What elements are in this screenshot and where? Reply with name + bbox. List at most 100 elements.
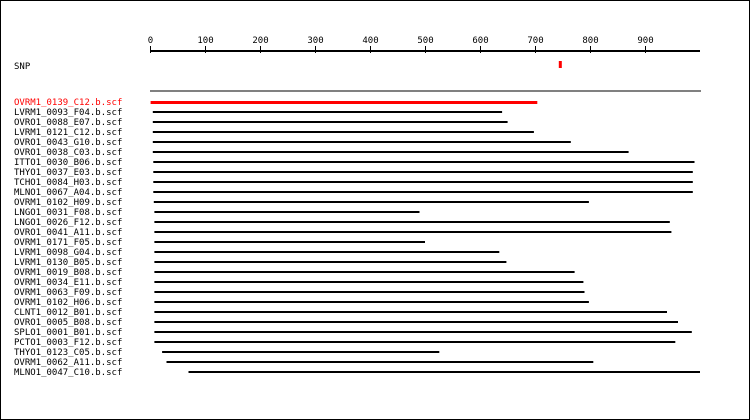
read-name[interactable]: TCHO1_0084_H03.b.scf bbox=[14, 178, 122, 188]
read-row[interactable]: CLNT1_0012_B01.b.scf bbox=[14, 308, 667, 318]
read-row[interactable]: OVRM1_0102_H09.b.scf bbox=[14, 198, 589, 208]
ruler-tick-label: 200 bbox=[252, 36, 268, 46]
ruler-tick-label: 100 bbox=[197, 36, 213, 46]
read-name[interactable]: LVRM1_0093_F04.b.scf bbox=[14, 108, 122, 118]
read-bar[interactable] bbox=[166, 361, 594, 363]
read-name[interactable]: OVRM1_0139_C12.b.scf bbox=[14, 98, 122, 108]
read-name[interactable]: LNGO1_0026_F12.b.scf bbox=[14, 218, 122, 228]
read-name[interactable]: OVRM1_0171_F05.b.scf bbox=[14, 238, 122, 248]
read-name[interactable]: CLNT1_0012_B01.b.scf bbox=[14, 308, 122, 318]
read-bar[interactable] bbox=[153, 191, 693, 193]
read-row[interactable]: OVRM1_0139_C12.b.scf bbox=[14, 98, 538, 108]
read-bar[interactable] bbox=[154, 261, 507, 263]
read-name[interactable]: OVRM1_0102_H09.b.scf bbox=[14, 198, 122, 208]
read-row[interactable]: OVRO1_0088_E07.b.scf bbox=[14, 118, 508, 128]
read-name[interactable]: OVRM1_0019_B08.b.scf bbox=[14, 268, 122, 278]
read-bar-highlighted[interactable] bbox=[150, 101, 538, 104]
read-name[interactable]: LVRM1_0130_B05.b.scf bbox=[14, 258, 122, 268]
read-bar[interactable] bbox=[154, 341, 676, 343]
read-name[interactable]: THYO1_0037_E03.b.scf bbox=[14, 168, 122, 178]
read-row[interactable]: OVRO1_0043_G10.b.scf bbox=[14, 138, 571, 148]
read-name[interactable]: LNGO1_0031_F08.b.scf bbox=[14, 208, 122, 218]
read-name[interactable]: OVRO1_0005_B08.b.scf bbox=[14, 318, 122, 328]
read-name[interactable]: LVRM1_0121_C12.b.scf bbox=[14, 128, 122, 138]
read-row[interactable]: SPLO1_0001_B01.b.scf bbox=[14, 328, 692, 338]
read-bar[interactable] bbox=[152, 111, 503, 113]
read-row[interactable]: TCHO1_0084_H03.b.scf bbox=[14, 178, 693, 188]
read-row[interactable]: OVRO1_0041_A11.b.scf bbox=[14, 228, 672, 238]
read-bar[interactable] bbox=[154, 251, 500, 253]
read-row[interactable]: OVRM1_0019_B08.b.scf bbox=[14, 268, 575, 278]
read-bar[interactable] bbox=[152, 141, 571, 143]
read-bar[interactable] bbox=[154, 281, 584, 283]
read-bar[interactable] bbox=[154, 211, 420, 213]
read-row[interactable]: OVRM1_0062_A11.b.scf bbox=[14, 358, 594, 368]
read-row[interactable]: MLNO1_0067_A04.b.scf bbox=[14, 188, 693, 198]
ruler-tick-label: 300 bbox=[307, 36, 323, 46]
read-name[interactable]: OVRM1_0034_E11.b.scf bbox=[14, 278, 122, 288]
read-row[interactable]: LNGO1_0031_F08.b.scf bbox=[14, 208, 420, 218]
ruler-tick-label: 800 bbox=[582, 36, 598, 46]
read-bar[interactable] bbox=[154, 241, 425, 243]
read-row[interactable]: OVRM1_0034_E11.b.scf bbox=[14, 278, 584, 288]
read-row[interactable]: OVRM1_0063_F09.b.scf bbox=[14, 288, 585, 298]
read-row[interactable]: LVRM1_0121_C12.b.scf bbox=[14, 128, 534, 138]
read-row[interactable]: MLNO1_0047_C10.b.scf bbox=[14, 368, 700, 378]
read-name[interactable]: OVRO1_0041_A11.b.scf bbox=[14, 228, 122, 238]
read-name[interactable]: THYO1_0123_C05.b.scf bbox=[14, 348, 122, 358]
snp-marker[interactable] bbox=[558, 61, 562, 68]
read-bar[interactable] bbox=[154, 311, 667, 313]
read-row[interactable]: THYO1_0037_E03.b.scf bbox=[14, 168, 693, 178]
read-row[interactable]: LVRM1_0130_B05.b.scf bbox=[14, 258, 507, 268]
read-row[interactable]: OVRO1_0038_C03.b.scf bbox=[14, 148, 629, 158]
read-bar[interactable] bbox=[152, 151, 629, 153]
read-name[interactable]: OVRO1_0038_C03.b.scf bbox=[14, 148, 122, 158]
read-name[interactable]: LVRM1_0098_G04.b.scf bbox=[14, 248, 122, 258]
read-bar[interactable] bbox=[162, 351, 440, 353]
read-row[interactable]: OVRM1_0171_F05.b.scf bbox=[14, 238, 425, 248]
read-bar[interactable] bbox=[153, 171, 693, 173]
position-ruler: 0 100 200 300 400 500 600 700 800 900 bbox=[148, 36, 700, 53]
read-name[interactable]: OVRM1_0102_H06.b.scf bbox=[14, 298, 122, 308]
read-name[interactable]: SPLO1_0001_B01.b.scf bbox=[14, 328, 122, 338]
read-row[interactable]: OVRO1_0005_B08.b.scf bbox=[14, 318, 678, 328]
snp-track-label: SNP bbox=[14, 62, 31, 72]
ruler-tick-label: 0 bbox=[148, 36, 153, 46]
ruler-tick-label: 500 bbox=[417, 36, 433, 46]
read-row[interactable]: OVRM1_0102_H06.b.scf bbox=[14, 298, 589, 308]
read-name[interactable]: OVRO1_0043_G10.b.scf bbox=[14, 138, 122, 148]
read-bar[interactable] bbox=[154, 271, 575, 273]
read-row[interactable]: LNGO1_0026_F12.b.scf bbox=[14, 218, 670, 228]
read-row[interactable]: THYO1_0123_C05.b.scf bbox=[14, 348, 440, 358]
ruler-tick-label: 900 bbox=[637, 36, 653, 46]
read-name[interactable]: PCTO1_0003_F12.b.scf bbox=[14, 338, 122, 348]
read-row[interactable]: PCTO1_0003_F12.b.scf bbox=[14, 338, 676, 348]
read-name[interactable]: ITTO1_0030_B06.b.scf bbox=[14, 158, 122, 168]
ruler-tick-label: 600 bbox=[472, 36, 488, 46]
read-bar[interactable] bbox=[152, 121, 508, 123]
read-bar[interactable] bbox=[154, 231, 672, 233]
read-bar[interactable] bbox=[153, 181, 693, 183]
ruler-tick-label: 700 bbox=[527, 36, 543, 46]
read-bar[interactable] bbox=[154, 291, 585, 293]
ruler-tick-label: 400 bbox=[362, 36, 378, 46]
read-row[interactable]: LVRM1_0098_G04.b.scf bbox=[14, 248, 500, 258]
read-list: OVRM1_0139_C12.b.scfLVRM1_0093_F04.b.scf… bbox=[14, 98, 700, 378]
read-name[interactable]: MLNO1_0047_C10.b.scf bbox=[14, 368, 122, 378]
read-bar[interactable] bbox=[188, 371, 701, 373]
read-bar[interactable] bbox=[153, 161, 695, 163]
read-row[interactable]: ITTO1_0030_B06.b.scf bbox=[14, 158, 695, 168]
read-bar[interactable] bbox=[152, 131, 534, 133]
read-row[interactable]: LVRM1_0093_F04.b.scf bbox=[14, 108, 503, 118]
read-bar[interactable] bbox=[153, 201, 589, 203]
read-bar[interactable] bbox=[154, 221, 670, 223]
read-bar[interactable] bbox=[154, 301, 589, 303]
read-name[interactable]: OVRO1_0088_E07.b.scf bbox=[14, 118, 122, 128]
read-name[interactable]: MLNO1_0067_A04.b.scf bbox=[14, 188, 122, 198]
read-bar[interactable] bbox=[154, 321, 678, 323]
read-name[interactable]: OVRM1_0063_F09.b.scf bbox=[14, 288, 122, 298]
read-bar[interactable] bbox=[154, 331, 692, 333]
read-name[interactable]: OVRM1_0062_A11.b.scf bbox=[14, 358, 122, 368]
